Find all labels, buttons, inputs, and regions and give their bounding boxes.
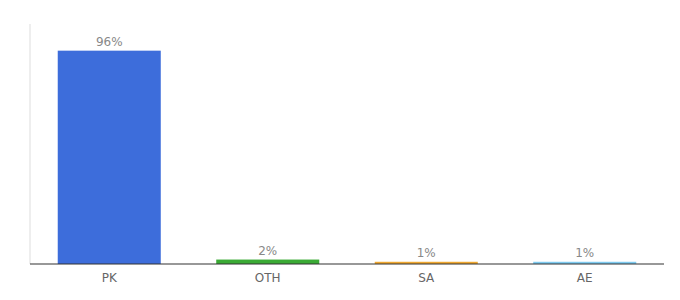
bar: [216, 260, 319, 264]
x-tick-label: PK: [102, 271, 118, 285]
bar: [58, 51, 161, 264]
x-tick-label: AE: [577, 271, 593, 285]
y-axis-line: [30, 24, 31, 264]
data-label: 1%: [575, 246, 594, 260]
x-tick-label: OTH: [255, 271, 281, 285]
chart-container: 96% 2% 1% 1% PK OTH SA AE: [0, 0, 680, 300]
x-axis-line: [30, 263, 664, 264]
bars: [58, 51, 637, 264]
x-tick-label: SA: [418, 271, 435, 285]
data-label: 96%: [96, 35, 123, 49]
background: [0, 0, 680, 300]
chart: 96% 2% 1% 1% PK OTH SA AE: [0, 0, 680, 300]
data-label: 2%: [258, 244, 277, 258]
data-label: 1%: [417, 246, 436, 260]
